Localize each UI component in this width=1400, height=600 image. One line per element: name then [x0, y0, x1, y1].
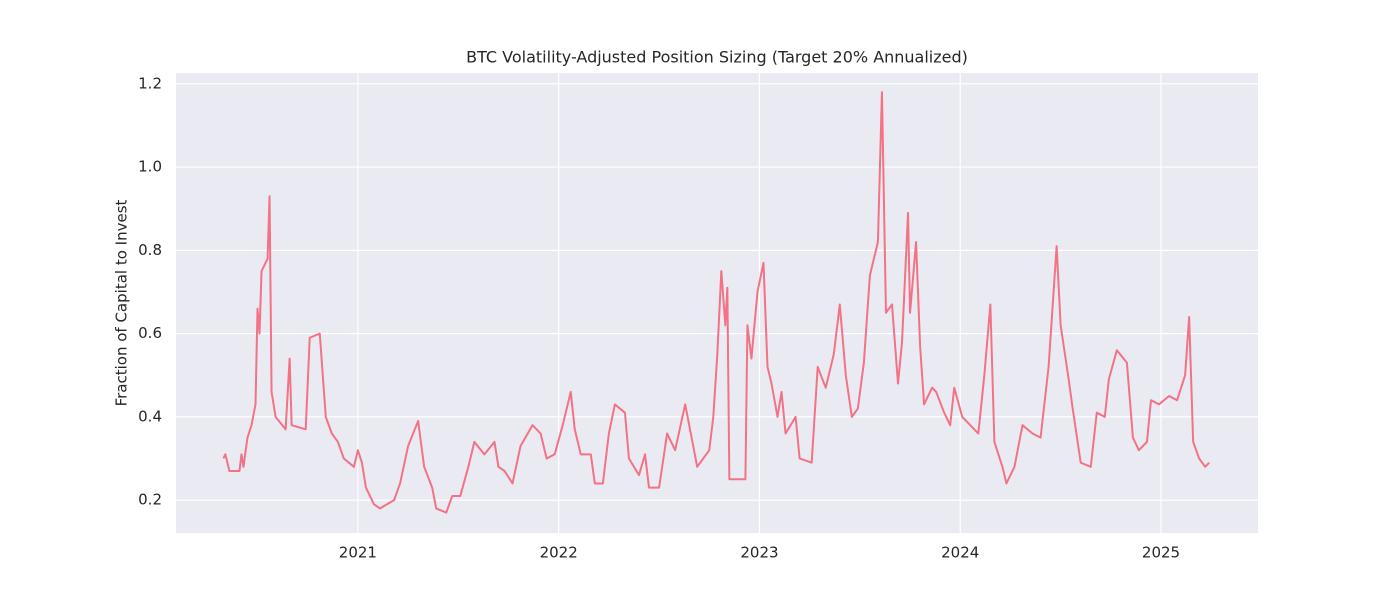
- y-axis-label: Fraction of Capital to Invest: [113, 199, 131, 406]
- y-tick-label: 0.4: [138, 407, 162, 425]
- x-tick-label: 2024: [941, 544, 979, 562]
- x-tick-label: 2025: [1142, 544, 1180, 562]
- marks: [222, 91, 1210, 514]
- chart-title: BTC Volatility-Adjusted Position Sizing …: [466, 48, 968, 67]
- x-tick-label: 2021: [339, 544, 377, 562]
- y-tick-label: 0.8: [138, 241, 162, 259]
- y-tick-label: 0.6: [138, 324, 162, 342]
- y-tick-label: 0.2: [138, 491, 162, 509]
- y-tick-label: 1.2: [138, 74, 162, 92]
- grid: [176, 73, 1258, 533]
- labels: 0.2 0.4 0.6 0.8 1.0 1.2 2021 2022 2023 2024 2025: [138, 74, 1180, 561]
- plot-area: [176, 73, 1258, 533]
- line: [222, 91, 1210, 514]
- y-tick-label: 1.0: [138, 158, 162, 176]
- x-tick-label: 2022: [540, 544, 578, 562]
- x-tick-label: 2023: [740, 544, 778, 562]
